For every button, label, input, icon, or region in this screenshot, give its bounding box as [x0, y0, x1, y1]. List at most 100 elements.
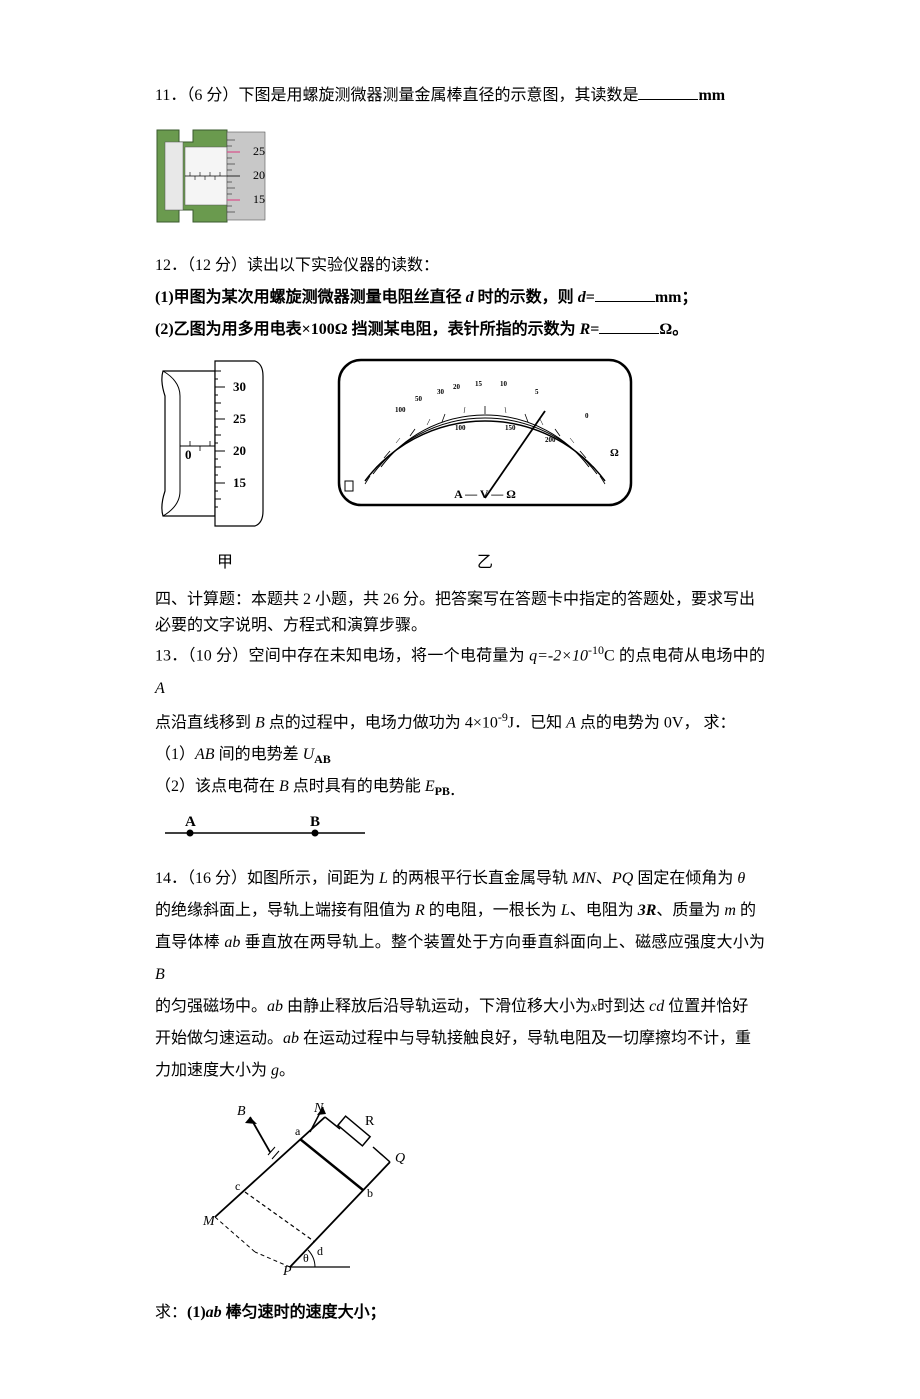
micrometer-2-wrap: 0 30 25 20	[155, 356, 295, 579]
q13-p1-var: AB	[195, 746, 215, 763]
q14-ask-pre: 求：	[155, 1304, 187, 1321]
point-a	[187, 830, 194, 837]
q14-theta: θ	[737, 870, 745, 887]
q14-ask1-txt: 棒匀速时的速度大小；	[222, 1304, 386, 1321]
q13-p1-sub: AB	[314, 752, 331, 766]
q14-l6: 力加速度大小为 g。	[155, 1055, 765, 1087]
q12-p1-mid: 时的示数，则	[474, 289, 578, 306]
q14-sep1: 、	[596, 870, 612, 887]
bar-ab	[300, 1139, 363, 1190]
q13-p1: （1）AB 间的电势差 UAB	[155, 739, 765, 771]
q14-l5a: 开始做匀速运动。	[155, 1030, 283, 1047]
micrometer2-sleeve	[162, 371, 215, 516]
q14-l3a: 直导体棒	[155, 934, 224, 951]
omega-label: Ω	[610, 447, 619, 459]
q13-p2-pre: （2）该点电荷在	[155, 778, 279, 795]
q12-intro: 读出以下实验仪器的读数：	[247, 257, 439, 274]
q14-l4b: 由静止释放后沿导轨运动，下滑位移大小为	[283, 998, 591, 1015]
q14-l6a: 力加速度大小为	[155, 1062, 271, 1079]
q14-number: 14．	[155, 870, 187, 887]
q13-l2a: 点沿直线移到	[155, 714, 255, 731]
q13-qexp: -10	[588, 643, 604, 657]
question-12: 12．（12 分）读出以下实验仪器的读数： (1)甲图为某次用螺旋测微器测量电阻…	[155, 250, 765, 346]
q12-p2-eq: =	[590, 321, 599, 338]
micrometer2-svg: 0 30 25 20	[155, 356, 295, 531]
q11-points: （6 分）	[186, 87, 238, 104]
q14-l2b: 的电阻，一根长为	[425, 902, 561, 919]
svg-text:10: 10	[500, 380, 508, 388]
svg-text:150: 150	[505, 424, 516, 432]
svg-text:25: 25	[233, 411, 247, 426]
svg-text:15: 15	[475, 380, 483, 388]
lbl-M: M	[202, 1214, 216, 1229]
tick-25: 25	[253, 144, 265, 158]
q13-B1: B	[255, 714, 265, 731]
q14-l2a: 的绝缘斜面上，导轨上端接有阻值为	[155, 902, 415, 919]
question-13: 13．（10 分）空间中存在未知电场，将一个电荷量为 q=-2×10-10C 的…	[155, 638, 765, 803]
q14-g: g	[271, 1062, 279, 1079]
svg-text:100: 100	[395, 406, 406, 414]
q12-part2: (2)乙图为用多用电表×100Ω 挡测某电阻，表针所指的示数为 R=Ω。	[155, 314, 765, 346]
q12-points: （12 分）	[187, 257, 247, 274]
q14-m: m	[724, 902, 736, 919]
q14-L2: L	[561, 902, 570, 919]
lbl-a: a	[295, 1124, 301, 1138]
q13-zero: 0V，	[664, 714, 700, 731]
lbl-d: d	[317, 1244, 323, 1258]
q13-l2: 点沿直线移到 B 点的过程中，电场力做功为 4×10-9J．已知 A 点的电势为…	[155, 705, 765, 739]
tick-20: 20	[253, 168, 265, 182]
lbl-R: R	[365, 1114, 375, 1129]
q13-l2d: 点的电势为	[576, 714, 664, 731]
q12-part1: (1)甲图为某次用螺旋测微器测量电阻丝直径 d 时的示数，则 d=mm；	[155, 282, 765, 314]
q14-l1: 14．（16 分）如图所示，间距为 L 的两根平行长直金属导轨 MN、PQ 固定…	[155, 863, 765, 895]
figure-label-b: 乙	[335, 547, 635, 579]
q12-number: 12．	[155, 257, 187, 274]
q14-ab3: ab	[283, 1030, 299, 1047]
meter-case	[339, 360, 631, 505]
label-b: B	[310, 814, 320, 830]
lbl-N: N	[313, 1101, 324, 1116]
lbl-c: c	[235, 1179, 240, 1193]
bar-cd	[245, 1192, 315, 1242]
q11-body: 下图是用螺旋测微器测量金属棒直径的示意图，其读数是	[238, 87, 638, 104]
meter-mode-label: A — V — Ω	[454, 487, 516, 501]
q13-p2-e: E	[425, 778, 435, 795]
q13-p2-mid: 点时具有的电势能	[289, 778, 425, 795]
q12-p1-var: d	[466, 289, 474, 306]
q13-w: 4×10	[465, 714, 498, 731]
question-11: 11．（6 分）下图是用螺旋测微器测量金属棒直径的示意图，其读数是mm	[155, 80, 765, 112]
q12-figure-row: 0 30 25 20	[155, 356, 765, 579]
q12-p2-pre: (2)乙图为用多用电表×100Ω 挡测某电阻，表针所指的示数为	[155, 321, 580, 338]
incline-labels: B N R Q a b c d M P θ	[202, 1101, 405, 1277]
q13-p1-pre: （1）	[155, 746, 195, 763]
screw-left	[345, 481, 353, 491]
q14-R: R	[415, 902, 425, 919]
q14-l2c: 、电阻为	[570, 902, 638, 919]
q13-qunit: C	[604, 648, 615, 665]
lbl-P: P	[282, 1264, 292, 1277]
q13-l1: 13．（10 分）空间中存在未知电场，将一个电荷量为 q=-2×10-10C 的…	[155, 638, 765, 704]
q13-p1-u: U	[303, 746, 315, 763]
q12-blank2	[599, 318, 659, 334]
svg-text:20: 20	[453, 383, 461, 391]
main-zero: 0	[185, 447, 192, 462]
micrometer-anvil	[165, 142, 183, 210]
incline-svg: B N R Q a b c d M P θ	[195, 1097, 425, 1277]
q14-l3b: 垂直放在两导轨上。整个装置处于方向垂直斜面向上、磁感应强度大小为	[240, 934, 765, 951]
lbl-theta: θ	[303, 1251, 309, 1265]
q14-l4: 的匀强磁场中。ab 由静止释放后沿导轨运动，下滑位移大小为x时到达 cd 位置并…	[155, 991, 765, 1023]
svg-text:30: 30	[437, 388, 445, 396]
q12-p1-var2: d	[578, 289, 586, 306]
q14-3R: 3R	[638, 902, 657, 919]
lbl-b: b	[367, 1186, 373, 1200]
angle-arc	[308, 1250, 315, 1267]
q13-p1-mid: 间的电势差	[215, 746, 303, 763]
q13-l2c: 已知	[530, 714, 566, 731]
rail-mn	[215, 1117, 325, 1217]
q14-t1: 如图所示，间距为	[247, 870, 379, 887]
q13-l1b: 的点电荷从电场中的	[615, 648, 765, 665]
incline-figure: B N R Q a b c d M P θ	[195, 1097, 765, 1289]
q13-l2b: 点的过程中，电场力做功为	[265, 714, 465, 731]
figure-label-a: 甲	[155, 547, 295, 579]
q14-B: B	[155, 966, 165, 983]
